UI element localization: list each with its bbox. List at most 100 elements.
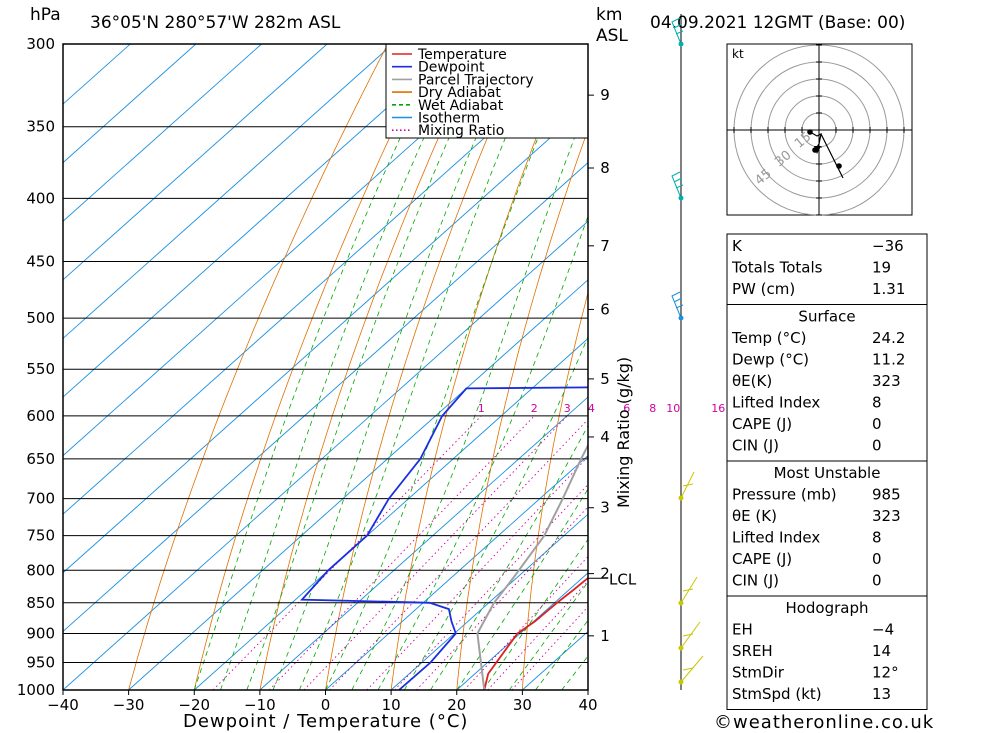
- legend-label: Parcel Trajectory: [418, 72, 534, 88]
- legend-label: Mixing Ratio: [418, 123, 504, 139]
- legend-label: Wet Adiabat: [418, 98, 504, 114]
- mixing-ratio-tick-label: 6: [623, 402, 630, 415]
- mixing-ratio-tick-label: 2: [531, 402, 538, 415]
- hodograph-table-row-value: 12°: [872, 664, 899, 682]
- wind-barb: [671, 17, 684, 45]
- isotherm-line: [63, 44, 588, 515]
- pressure-tick-label: 950: [26, 653, 55, 671]
- wind-barb: [680, 471, 695, 499]
- surface-table-row-label: Lifted Index: [732, 394, 820, 412]
- isotherm-line: [63, 44, 394, 340]
- isotherm-line: [194, 337, 588, 690]
- most-unstable-table-row-value: 985: [872, 486, 901, 504]
- pressure-tick-label: 900: [26, 624, 55, 642]
- most-unstable-table-row-value: 0: [872, 572, 882, 590]
- surface-table-row-label: Dewp (°C): [732, 351, 809, 369]
- most-unstable-table-row-label: Pressure (mb): [732, 486, 837, 504]
- dry-adiabat-line: [193, 44, 435, 690]
- hodograph-table-row-value: −4: [872, 621, 894, 639]
- pressure-tick-label: 700: [26, 490, 55, 508]
- hodograph-table-row-value: 13: [872, 685, 891, 703]
- mixing-ratio-tick-label: 10: [666, 402, 680, 415]
- x-tick-label: −10: [244, 696, 276, 714]
- parcel-trajectory-line: [476, 443, 588, 690]
- km-tick-label: 9: [600, 86, 610, 104]
- indices-table-row-value: 19: [872, 259, 891, 277]
- surface-table-row-value: 24.2: [872, 329, 905, 347]
- wind-barb: [680, 655, 704, 683]
- surface-table-row-label: θE(K): [732, 372, 772, 390]
- pressure-tick-label: 300: [26, 35, 55, 53]
- hodograph-table-row-label: SREH: [732, 642, 773, 660]
- wind-barb-column: [671, 14, 704, 690]
- isotherm-line: [63, 44, 328, 281]
- x-tick-label: −40: [47, 696, 79, 714]
- surface-table-box: [726, 304, 928, 462]
- x-tick-label: 0: [321, 696, 331, 714]
- indices-table-row-label: PW (cm): [732, 280, 795, 298]
- isotherm-line: [63, 44, 197, 164]
- isotherm-line: [456, 572, 588, 690]
- datetime-title: 04.09.2021 12GMT (Base: 00): [650, 13, 905, 33]
- most-unstable-table-row-value: 0: [872, 550, 882, 568]
- most-unstable-table-row-value: 8: [872, 529, 882, 547]
- surface-table-row-value: 323: [872, 372, 901, 390]
- mixing-ratio-tick-label: 1: [478, 402, 485, 415]
- wet-adiabat-line: [482, 538, 588, 690]
- hodograph-table-title: Hodograph: [785, 599, 868, 617]
- x-tick-label: 20: [447, 696, 466, 714]
- km-tick-label: 4: [600, 428, 610, 446]
- most-unstable-table-row-value: 323: [872, 507, 901, 525]
- isotherm-line: [325, 455, 588, 690]
- km-tick-label: 3: [600, 499, 610, 517]
- hodograph-unit-label: kt: [732, 47, 744, 61]
- surface-table-row-value: 11.2: [872, 351, 905, 369]
- mixing-ratio-axis-title: Mixing Ratio (g/kg): [614, 357, 633, 508]
- indices-table-row-label: Totals Totals: [731, 259, 823, 277]
- wet-adiabat-line: [272, 44, 518, 690]
- wet-adiabat-line: [377, 214, 588, 690]
- surface-table-row-label: CIN (J): [732, 437, 779, 455]
- wind-barb: [671, 291, 684, 319]
- pressure-tick-label: 750: [26, 527, 55, 545]
- x-axis-title: Dewpoint / Temperature (°C): [183, 711, 468, 732]
- indices-table-row-value: 1.31: [872, 280, 905, 298]
- km-tick-label: 8: [600, 159, 610, 177]
- surface-table-row-value: 0: [872, 437, 882, 455]
- mixing-ratio-line: [511, 606, 588, 690]
- isotherm-line: [63, 103, 588, 574]
- surface-table-row-value: 8: [872, 394, 882, 412]
- profile-lines: [300, 386, 588, 690]
- dry-adiabat-line: [325, 44, 528, 690]
- isotherm-line: [390, 513, 588, 690]
- diagram-grid: [63, 44, 588, 690]
- temperature-line: [483, 576, 588, 690]
- storm-motion-marker: [814, 146, 821, 154]
- surface-table-row-label: CAPE (J): [732, 415, 792, 433]
- hodograph-table-row-label: StmSpd (kt): [732, 685, 822, 703]
- pressure-tick-label: 450: [26, 253, 55, 271]
- isotherm-line: [63, 162, 588, 633]
- pressure-tick-label: 550: [26, 360, 55, 378]
- mixing-ratio-line: [303, 415, 568, 690]
- surface-table-row-label: Temp (°C): [731, 329, 806, 347]
- mixing-ratio-tick-label: 16: [711, 402, 725, 415]
- km-tick-label: 2: [600, 565, 610, 583]
- km-tick-label: 5: [600, 370, 610, 388]
- km-unit-label: km: [596, 5, 622, 25]
- copyright-footer: ©weatheronline.co.uk: [714, 712, 934, 733]
- most-unstable-table-title: Most Unstable: [774, 464, 881, 482]
- isotherm-line: [63, 44, 262, 222]
- most-unstable-table-row-label: Lifted Index: [732, 529, 820, 547]
- hodograph-table-row-label: StmDir: [732, 664, 785, 682]
- temperature-axis: −40 −30 −20 −10 0 10 20 30 40: [47, 690, 598, 714]
- most-unstable-table-row-label: θE (K): [732, 507, 777, 525]
- isotherm-line: [63, 44, 459, 398]
- isotherm-line: [63, 220, 588, 690]
- mixing-ratio-tick-label: 4: [588, 402, 595, 415]
- x-tick-label: −20: [178, 696, 210, 714]
- x-tick-label: 40: [578, 696, 597, 714]
